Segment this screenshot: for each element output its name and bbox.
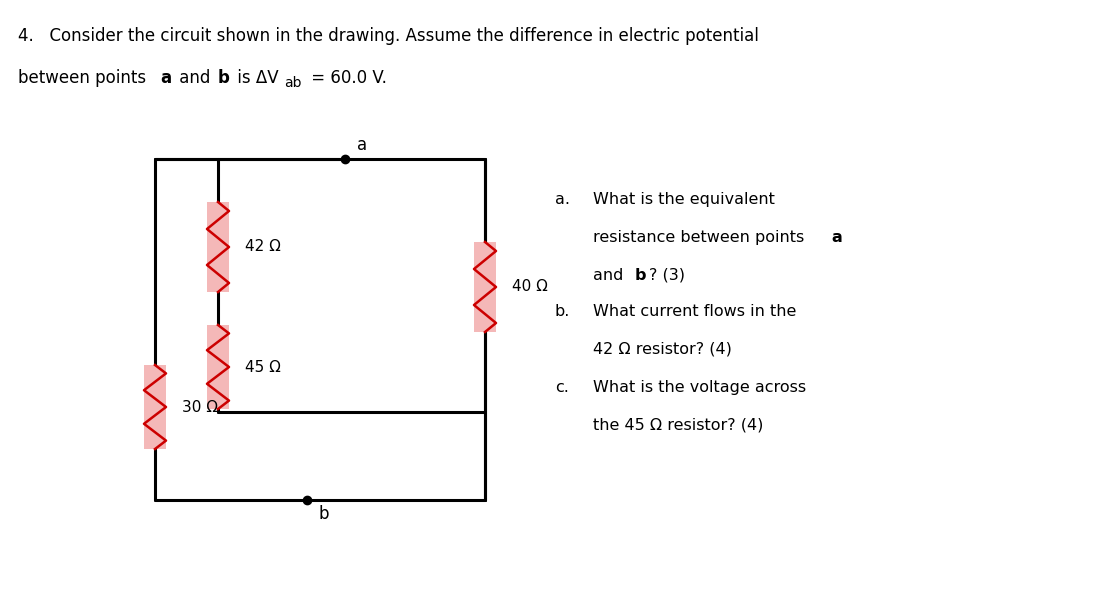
Text: between points: between points [18, 69, 152, 87]
Text: is ΔV: is ΔV [232, 69, 279, 87]
Bar [474, 242, 496, 332]
Text: What current flows in the: What current flows in the [593, 304, 796, 319]
Text: ab: ab [284, 76, 301, 90]
Text: 42 Ω resistor? (4): 42 Ω resistor? (4) [593, 342, 731, 357]
Text: b.: b. [555, 304, 571, 319]
Text: 42 Ω: 42 Ω [245, 239, 281, 254]
Text: resistance between points: resistance between points [593, 230, 809, 245]
Text: a: a [159, 69, 171, 87]
Text: 4.   Consider the circuit shown in the drawing. Assume the difference in electri: 4. Consider the circuit shown in the dra… [18, 27, 759, 45]
Text: What is the equivalent: What is the equivalent [593, 192, 775, 207]
Text: and: and [593, 268, 629, 283]
Text: a: a [831, 230, 842, 245]
Bar [207, 325, 229, 409]
Text: b: b [636, 268, 647, 283]
Text: 40 Ω: 40 Ω [512, 279, 547, 294]
Text: c.: c. [555, 380, 569, 395]
Text: b: b [319, 505, 330, 523]
Text: the 45 Ω resistor? (4): the 45 Ω resistor? (4) [593, 418, 764, 433]
Text: b: b [219, 69, 230, 87]
Text: 45 Ω: 45 Ω [245, 359, 281, 374]
Text: a.: a. [555, 192, 570, 207]
Text: = 60.0 V.: = 60.0 V. [306, 69, 387, 87]
Text: a: a [357, 136, 367, 154]
Text: What is the voltage across: What is the voltage across [593, 380, 806, 395]
Text: ? (3): ? (3) [649, 268, 685, 283]
Text: and: and [174, 69, 215, 87]
Bar [144, 365, 166, 449]
Bar [207, 202, 229, 292]
Text: 30 Ω: 30 Ω [182, 399, 219, 414]
